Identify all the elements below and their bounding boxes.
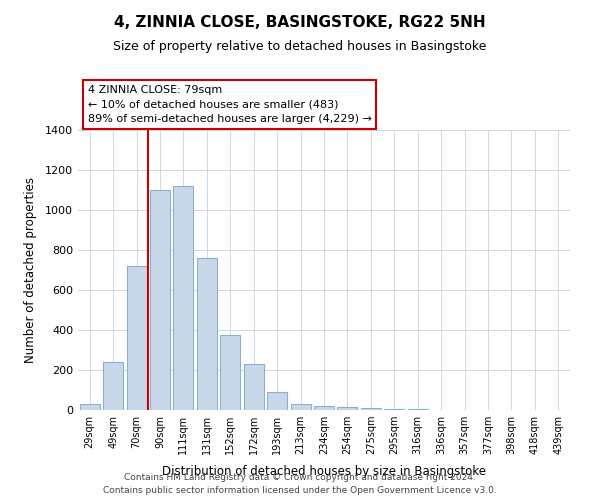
Text: Size of property relative to detached houses in Basingstoke: Size of property relative to detached ho… — [113, 40, 487, 53]
Text: 4 ZINNIA CLOSE: 79sqm
← 10% of detached houses are smaller (483)
89% of semi-det: 4 ZINNIA CLOSE: 79sqm ← 10% of detached … — [88, 85, 372, 124]
Bar — [197, 258, 217, 410]
Bar — [220, 335, 240, 410]
Bar — [103, 362, 123, 410]
Bar — [385, 409, 404, 410]
Y-axis label: Number of detached properties: Number of detached properties — [23, 177, 37, 363]
Bar — [267, 392, 287, 410]
Bar — [337, 407, 358, 410]
Bar — [314, 406, 334, 410]
Bar — [173, 186, 193, 410]
Bar — [150, 190, 170, 410]
Bar — [127, 266, 146, 410]
Bar — [290, 404, 311, 410]
Bar — [361, 408, 381, 410]
Text: Contains public sector information licensed under the Open Government Licence v3: Contains public sector information licen… — [103, 486, 497, 495]
Bar — [80, 404, 100, 410]
Text: Contains HM Land Registry data © Crown copyright and database right 2024.: Contains HM Land Registry data © Crown c… — [124, 474, 476, 482]
X-axis label: Distribution of detached houses by size in Basingstoke: Distribution of detached houses by size … — [162, 466, 486, 478]
Text: 4, ZINNIA CLOSE, BASINGSTOKE, RG22 5NH: 4, ZINNIA CLOSE, BASINGSTOKE, RG22 5NH — [114, 15, 486, 30]
Bar — [244, 364, 263, 410]
